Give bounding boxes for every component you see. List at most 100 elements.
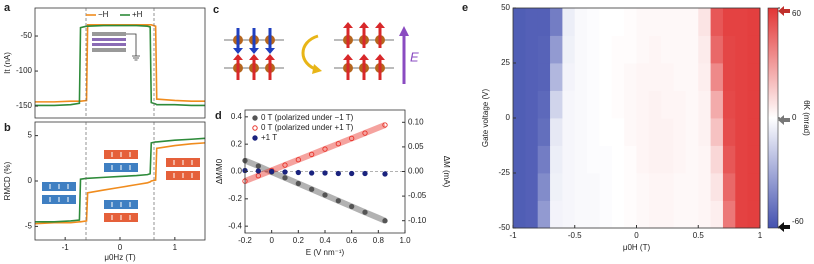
heat-cell [574, 145, 588, 174]
heat-cell [685, 63, 699, 91]
heat-cell [636, 8, 650, 36]
legend-label: 0 T (polarized under −1 T) [261, 113, 354, 122]
heat-cell [537, 173, 551, 201]
heat-cell [562, 200, 576, 229]
heat-cell [735, 118, 749, 146]
data-point [309, 170, 315, 176]
data-point [282, 175, 288, 181]
data-point [295, 180, 301, 187]
heat-cell [574, 63, 588, 91]
heat-cell [636, 145, 650, 174]
y-tick-label: 0.0 [231, 167, 243, 176]
legend-swatch [252, 135, 258, 141]
heat-cell [562, 145, 576, 174]
heat-cell [735, 90, 749, 119]
heat-cell [685, 173, 699, 201]
heat-cell [747, 63, 761, 91]
heat-cell [636, 35, 650, 64]
x-tick-label: 0.5 [693, 231, 705, 240]
heat-cell [611, 145, 625, 174]
series-line [35, 24, 205, 103]
heat-cell [537, 90, 551, 119]
heat-cell [525, 8, 539, 36]
heat-cell [710, 90, 724, 119]
colorbar-tick-label: 0 [792, 113, 797, 122]
heat-cell [747, 90, 761, 119]
heat-cell [685, 90, 699, 119]
x-tick-label: 0.8 [373, 236, 385, 245]
heat-cell [611, 90, 625, 119]
heat-cell [574, 35, 588, 64]
heat-cell [587, 35, 600, 64]
heat-cell [525, 35, 539, 64]
heat-cell [710, 35, 724, 64]
heat-cell [685, 118, 699, 146]
colorbar [767, 7, 779, 229]
heat-cell [587, 90, 600, 119]
y-tick-label: 0.4 [231, 112, 243, 121]
plot-frame [34, 7, 206, 119]
heat-cell [747, 173, 761, 201]
heat-cell [710, 63, 724, 91]
heat-cell [574, 90, 588, 119]
heat-cell [698, 63, 711, 91]
heat-cell [722, 90, 736, 119]
heat-cell [574, 173, 588, 201]
heat-cell [698, 8, 711, 36]
y-tick-label: 0 [506, 113, 511, 122]
heat-cell [537, 8, 551, 36]
panel-label: b [4, 122, 11, 134]
heat-cell [611, 63, 625, 91]
heat-cell [525, 63, 539, 91]
heat-cell [747, 145, 761, 174]
spin-diagram: c E [213, 4, 419, 84]
heat-cell [648, 200, 662, 229]
y2-tick-label: 0.05 [408, 142, 424, 151]
heat-cell [735, 8, 749, 36]
data-point [309, 151, 315, 158]
panel-label: e [462, 2, 468, 14]
data-point [382, 122, 388, 128]
heat-cell [513, 118, 526, 146]
heat-cell [611, 118, 625, 146]
heat-cell [562, 118, 576, 146]
y-axis-label: RMCD (%) [3, 161, 12, 200]
heat-cell [698, 90, 711, 119]
heat-cell [513, 8, 526, 36]
heat-cell [562, 35, 576, 64]
y-tick-label: 0.2 [231, 139, 243, 148]
heat-cell [525, 145, 539, 174]
heat-cell [710, 145, 724, 174]
legend-label: +1 T [261, 133, 277, 142]
heat-cell [624, 173, 637, 201]
colorbar-tick-label: -60 [792, 217, 804, 226]
heat-cell [624, 145, 637, 174]
heat-cell [648, 173, 662, 201]
heat-cell [722, 8, 736, 36]
heat-cell [722, 200, 736, 229]
x-axis-label: μ0H (T) [623, 243, 651, 252]
y2-tick-label: -0.05 [408, 191, 427, 200]
heat-cell [513, 173, 526, 201]
y-axis-label: Gate voltage (V) [481, 89, 490, 148]
data-point [322, 146, 328, 152]
colorbar-tick-label: 60 [792, 9, 801, 18]
heat-cell [673, 118, 687, 146]
heat-cell [698, 173, 711, 201]
y2-tick-label: -0.10 [408, 216, 427, 225]
data-point [282, 162, 288, 168]
heat-cell [735, 173, 749, 201]
heat-cell [648, 8, 662, 36]
heat-cell [698, 35, 711, 64]
device-inset [92, 32, 140, 61]
data-point [349, 170, 355, 177]
heat-cell [735, 200, 749, 229]
heat-cell [747, 118, 761, 146]
y-tick-label: 50 [501, 3, 510, 12]
y-axis-label: ΔM/M0 [215, 158, 224, 184]
heat-cell [648, 63, 662, 91]
heat-cell [537, 63, 551, 91]
heat-cell [537, 200, 551, 229]
heat-cell [599, 118, 613, 146]
